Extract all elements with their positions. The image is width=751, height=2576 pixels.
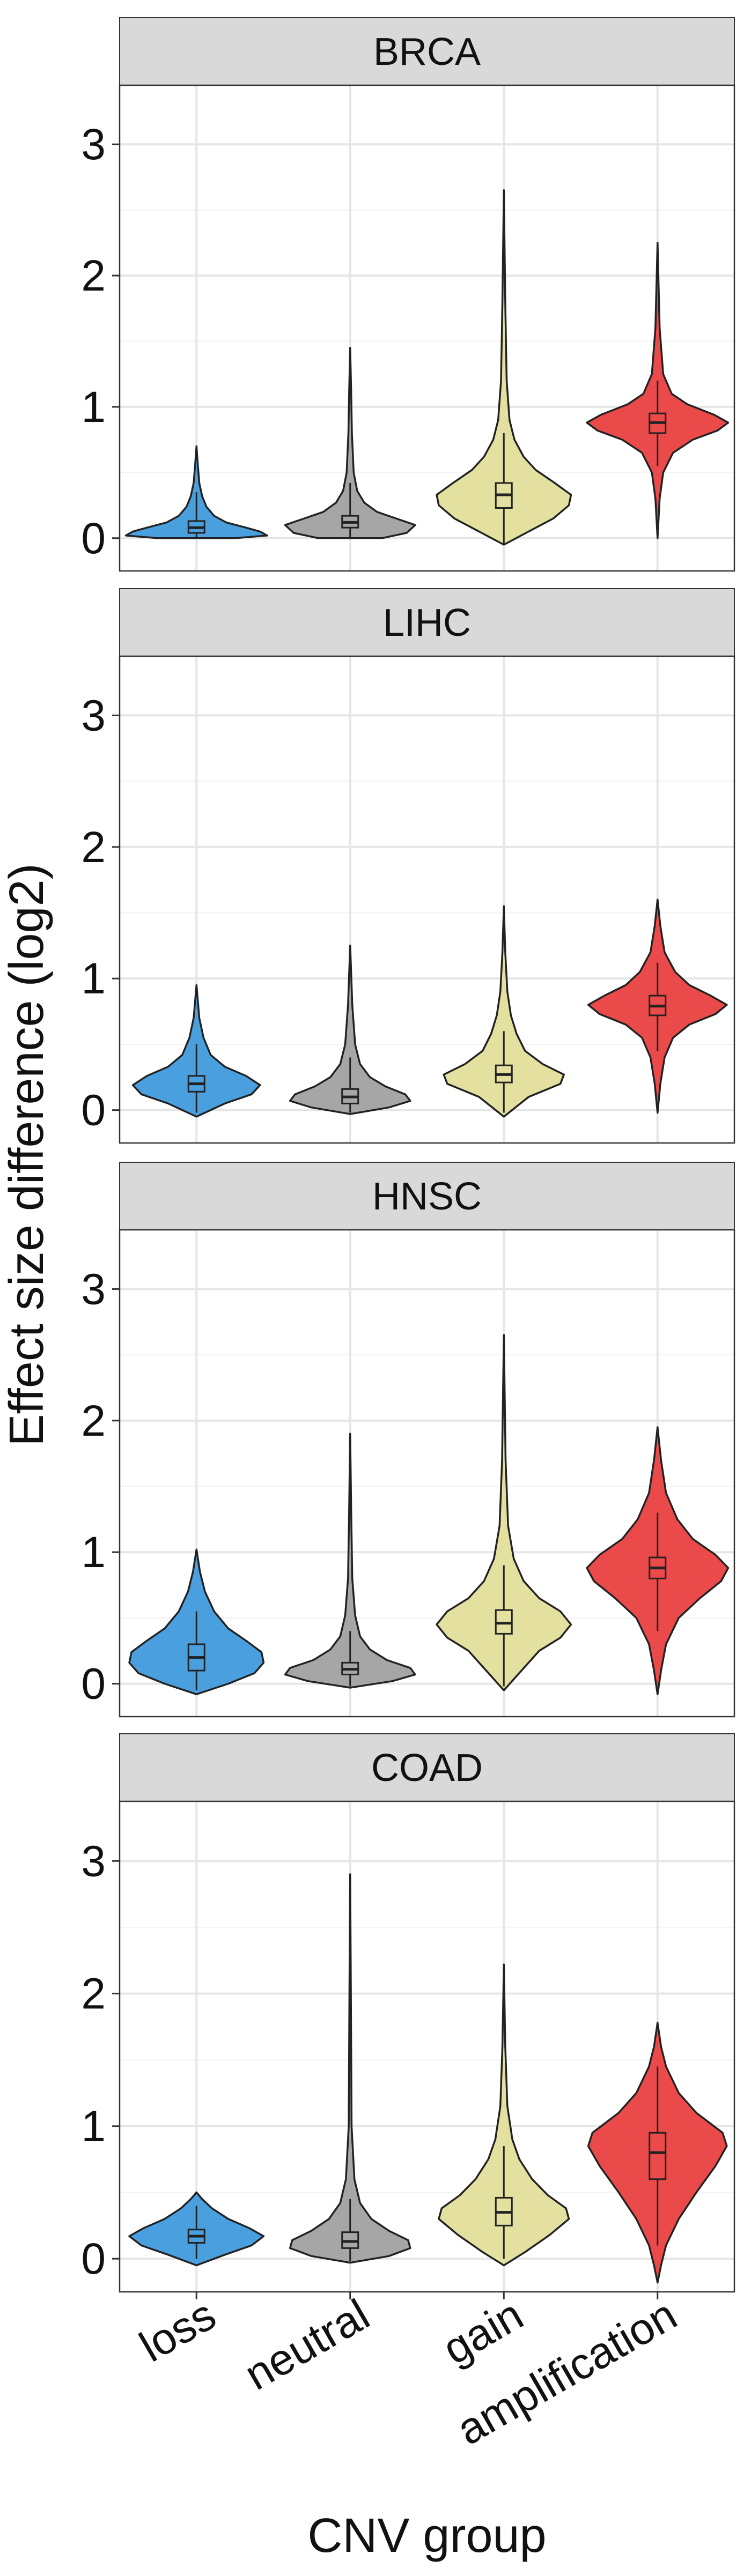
y-tick-label: 0 xyxy=(81,2234,106,2283)
panel-border xyxy=(119,1800,735,2293)
y-tick-label: 2 xyxy=(81,251,106,300)
y-tick-label: 3 xyxy=(81,1265,106,1313)
x-tick-label: gain xyxy=(435,2290,531,2374)
x-tick-label: loss xyxy=(131,2290,224,2372)
violin-neutral xyxy=(284,1432,416,1689)
facet-strip-label: HNSC xyxy=(372,1175,482,1218)
x-tick-label: neutral xyxy=(237,2290,378,2400)
violin-neutral xyxy=(284,346,416,539)
y-tick-label: 3 xyxy=(81,1837,106,1885)
y-tick-label: 3 xyxy=(81,691,106,740)
y-axis-title: Effect size difference (log2) xyxy=(0,863,54,1446)
y-tick-label: 1 xyxy=(81,383,106,432)
violin-gain xyxy=(436,1334,572,1691)
violin-gain xyxy=(443,905,565,1118)
y-tick-label: 0 xyxy=(81,1660,106,1709)
facet-strip xyxy=(119,17,735,86)
x-axis-title: CNV group xyxy=(307,2509,546,2563)
y-tick-label: 2 xyxy=(81,1970,106,2018)
facet-panel-coad: COAD 0 1 2 3 xyxy=(81,1733,735,2293)
y-tick-label: 2 xyxy=(81,823,106,872)
y-tick-label: 0 xyxy=(81,514,106,563)
y-tick-label: 0 xyxy=(81,1086,106,1135)
facet-strip xyxy=(119,1733,735,1802)
y-tick-label: 1 xyxy=(81,954,106,1003)
y-tick-label: 3 xyxy=(81,120,106,169)
facet-strip-label: LIHC xyxy=(383,602,471,644)
facet-strip-label: BRCA xyxy=(373,31,481,73)
facet-panel-hnsc: HNSC 0 1 2 3 xyxy=(81,1162,735,1718)
violin-gain xyxy=(436,189,572,546)
plot-background xyxy=(120,85,734,571)
y-tick-label: 1 xyxy=(81,2102,106,2151)
facet-panel-lihc: LIHC 0 1 2 3 xyxy=(81,588,735,1144)
facet-strip-label: COAD xyxy=(371,1747,483,1790)
panel-border xyxy=(119,84,735,572)
panel-border xyxy=(119,655,735,1144)
violin-gain xyxy=(438,1963,570,2267)
y-tick-label: 1 xyxy=(81,1528,106,1577)
plot-background xyxy=(120,656,734,1143)
facet-strip xyxy=(119,1162,735,1230)
panel-border xyxy=(119,1229,735,1718)
y-tick-label: 2 xyxy=(81,1397,106,1445)
boxplot-amplification xyxy=(649,2132,667,2180)
facet-panel-brca: BRCA 0 1 2 3 xyxy=(81,17,735,572)
facet-strip xyxy=(119,588,735,657)
violin-neutral xyxy=(289,945,411,1115)
violin-neutral xyxy=(289,1873,411,2264)
